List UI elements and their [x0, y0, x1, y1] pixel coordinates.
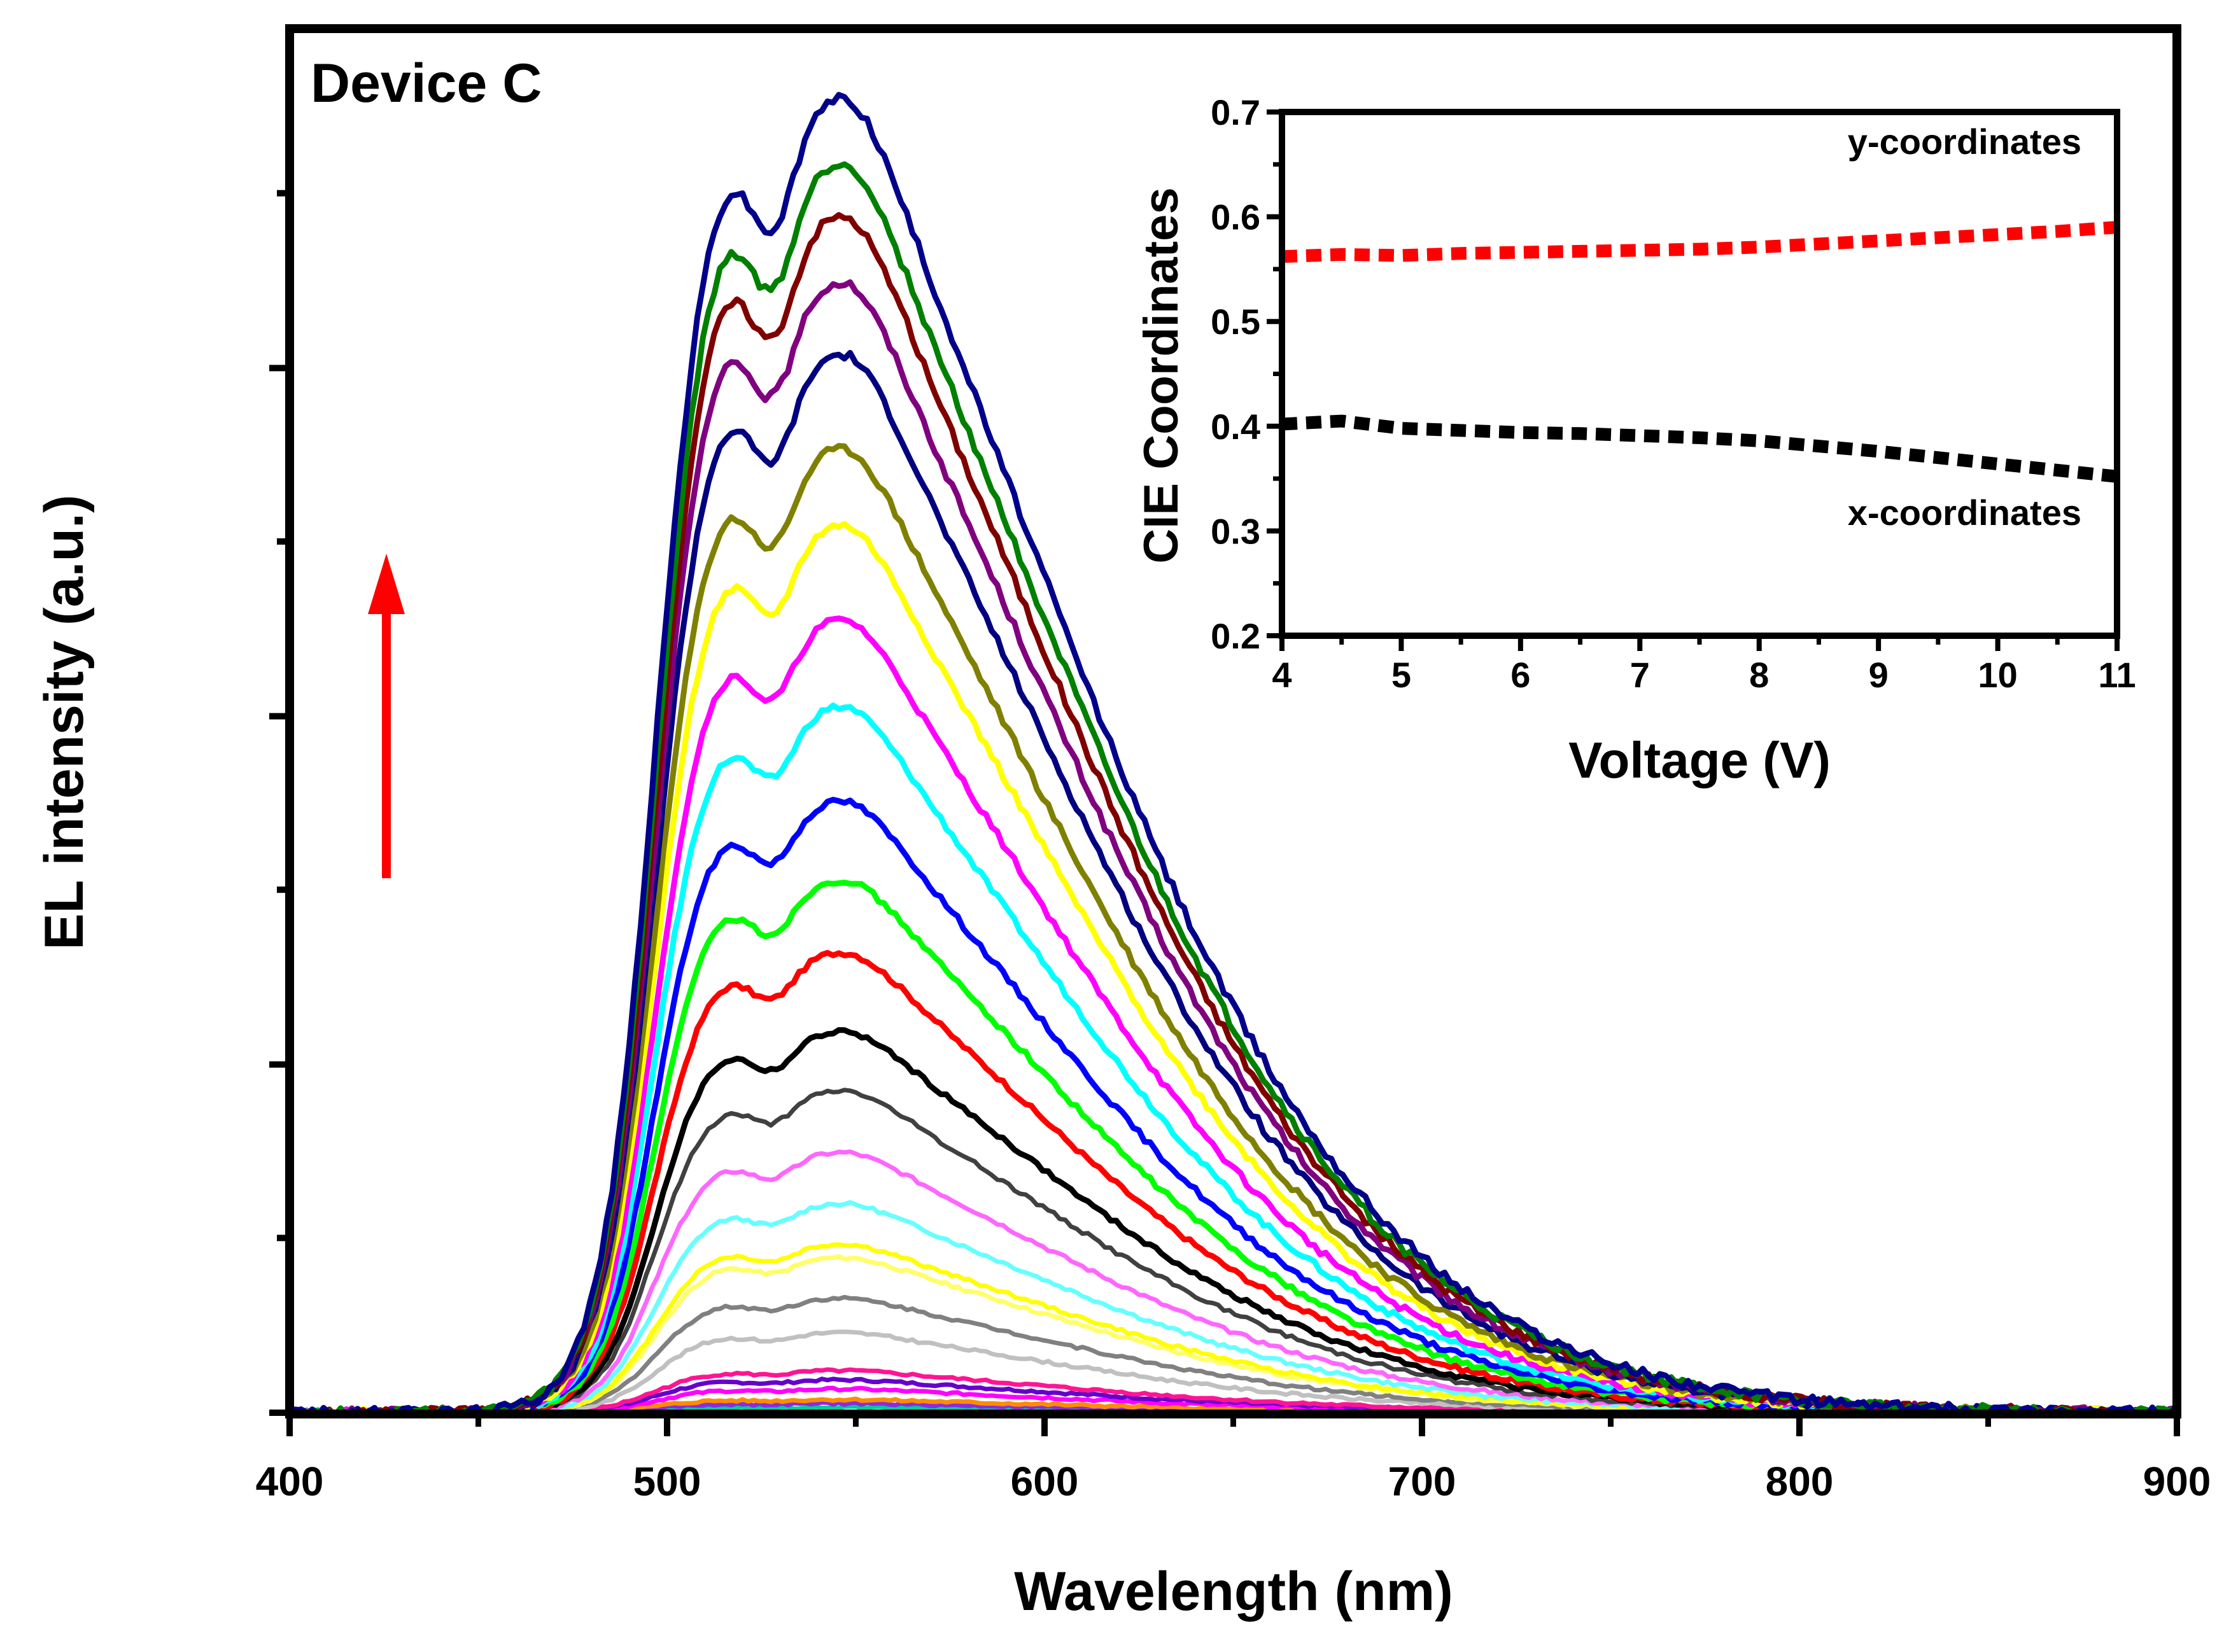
inset-y-axis-label: CIE Coordinates — [1134, 187, 1188, 563]
x-tick-label: 400 — [256, 1459, 324, 1504]
inset-x-tick-label: 8 — [1749, 655, 1769, 695]
inset-y-tick-label: 0.2 — [1211, 616, 1260, 656]
inset-background — [1282, 112, 2117, 636]
x-tick-label: 500 — [633, 1459, 701, 1504]
y-coordinates-series — [1281, 221, 2118, 263]
inset-x-tick-label: 11 — [2098, 655, 2136, 695]
inset-x-tick-label: 7 — [1630, 655, 1650, 695]
inset-series — [1281, 221, 2118, 483]
inset-y-tick-labels: 0.2 0.3 0.4 0.5 0.6 0.7 — [1211, 92, 1260, 656]
inset-x-tick-labels: 4 5 6 7 8 9 10 11 — [1272, 655, 2136, 695]
device-label: Device C — [311, 53, 542, 114]
inset-y-tick-label: 0.5 — [1211, 302, 1260, 342]
inset-y-tick-label: 0.7 — [1211, 92, 1260, 132]
inset-x-tick-label: 10 — [1978, 655, 2017, 695]
y-coordinates-label: y-coordinates — [1848, 122, 2081, 162]
inset-x-axis-label: Voltage (V) — [1568, 732, 1831, 788]
inset-x-tick-label: 9 — [1869, 655, 1889, 695]
main-y-axis-label: EL intensity (a.u.) — [34, 494, 95, 949]
x-coordinates-label: x-coordinates — [1848, 493, 2081, 533]
inset-plot-frame — [1279, 109, 2120, 639]
spectrum-curve — [287, 92, 2178, 1418]
x-coordinates-series — [1281, 414, 2118, 483]
main-x-tick-labels: 400 500 600 700 800 900 — [256, 1459, 2211, 1504]
increase-arrow-head — [368, 554, 405, 614]
inset-chart: 4 5 6 7 8 9 10 11 0.2 0.3 0.4 0.5 0.6 0.7 y-coordina… — [1134, 92, 2136, 788]
x-tick-label: 900 — [2143, 1459, 2211, 1504]
x-tick-label: 800 — [1766, 1459, 1834, 1504]
inset-y-tick-label: 0.6 — [1211, 197, 1260, 237]
main-plot-frame — [285, 24, 2181, 1418]
inset-y-tick-label: 0.4 — [1211, 407, 1260, 447]
inset-x-tick-label: 6 — [1510, 655, 1530, 695]
x-tick-label: 600 — [1011, 1459, 1079, 1504]
main-chart: 400 500 600 700 800 900 Device C Wavelength (… — [34, 24, 2211, 1622]
main-x-axis-label: Wavelength (nm) — [1014, 1561, 1453, 1622]
inset-x-tick-label: 4 — [1272, 655, 1291, 695]
inset-y-tick-label: 0.3 — [1211, 511, 1260, 551]
inset-x-tick-label: 5 — [1391, 655, 1411, 695]
x-tick-label: 700 — [1388, 1459, 1456, 1504]
